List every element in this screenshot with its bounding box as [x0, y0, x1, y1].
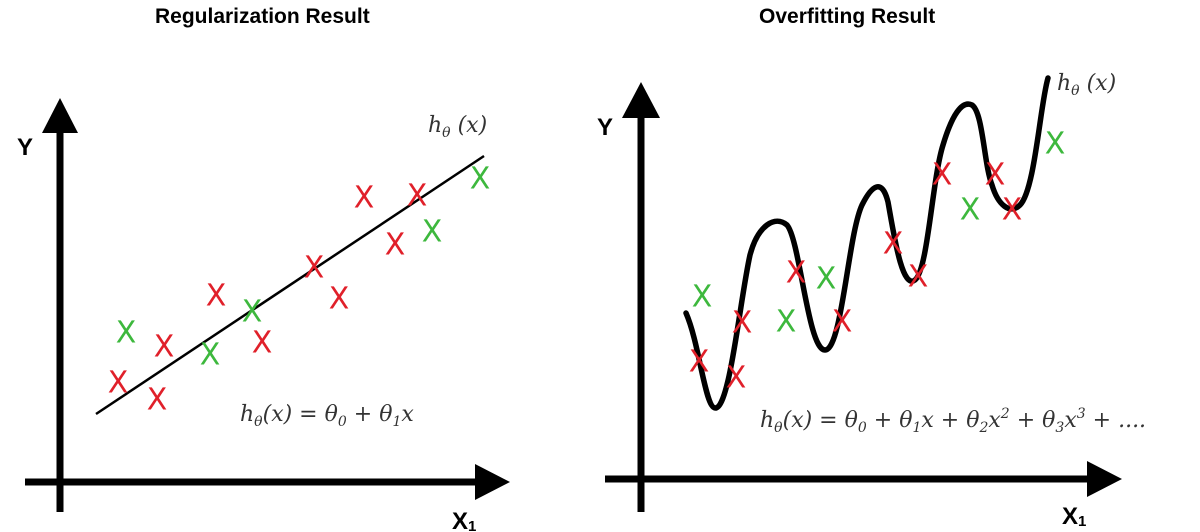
- panel-title-regularization: Regularization Result: [155, 5, 370, 28]
- left-marker-green: X: [422, 215, 443, 250]
- right-marker-green: X: [776, 305, 797, 340]
- right-marker-red: X: [786, 256, 807, 291]
- right-marker-green: X: [1045, 127, 1066, 162]
- right-marker-red: X: [726, 361, 747, 396]
- left-marker-green: X: [470, 162, 491, 197]
- left-marker-red: X: [407, 179, 428, 214]
- left-marker-red: X: [329, 282, 350, 317]
- left-marker-red: X: [304, 251, 325, 286]
- right-marker-green: X: [816, 262, 837, 297]
- left-equation: hθ(x) = θ0 + θ1x: [240, 402, 414, 430]
- left-marker-green: X: [116, 316, 137, 351]
- right-marker-red: X: [932, 158, 953, 193]
- left-marker-red: X: [354, 181, 375, 216]
- left-marker-red: X: [108, 366, 129, 401]
- left-y-arrowhead: [42, 98, 78, 133]
- right-panel: Y X1 hθ (x) hθ(x) = θ0 + θ1x + θ2x2 + θ3…: [597, 71, 1146, 530]
- left-marker-red: X: [206, 279, 227, 314]
- right-x-label: X1: [1062, 503, 1086, 530]
- right-marker-red: X: [908, 260, 929, 295]
- right-marker-red: X: [832, 305, 853, 340]
- left-marker-green: X: [200, 338, 221, 373]
- right-marker-red: X: [883, 227, 904, 262]
- left-marker-red: X: [385, 228, 406, 263]
- right-equation: hθ(x) = θ0 + θ1x + θ2x2 + θ3x3 + ....: [760, 406, 1146, 436]
- right-curve-label: hθ (x): [1057, 71, 1116, 99]
- left-y-label: Y: [17, 134, 33, 161]
- left-x-arrowhead: [475, 464, 510, 500]
- right-marker-red: X: [1002, 193, 1023, 228]
- right-x-arrowhead: [1087, 461, 1122, 497]
- left-marker-red: X: [154, 330, 175, 365]
- left-x-label: X1: [452, 508, 476, 532]
- left-marker-red: X: [252, 326, 273, 361]
- left-curve-label: hθ (x): [428, 113, 487, 141]
- left-marker-red: X: [147, 383, 168, 418]
- right-marker-green: X: [692, 280, 713, 315]
- right-y-label: Y: [597, 114, 613, 141]
- left-panel: Y X1 hθ (x) hθ(x) = θ0 + θ1x X XX XXX XXXXX…: [17, 98, 510, 532]
- left-regression-line: [95, 154, 485, 416]
- right-overfit-curve: [683, 75, 1051, 411]
- right-marker-red: X: [732, 306, 753, 341]
- panel-title-overfitting: Overfitting Result: [759, 5, 936, 28]
- right-marker-red: X: [689, 345, 710, 380]
- right-marker-red: X: [985, 158, 1006, 193]
- left-marker-green: X: [242, 295, 263, 330]
- right-marker-green: X: [960, 193, 981, 228]
- right-y-arrowhead: [622, 82, 660, 118]
